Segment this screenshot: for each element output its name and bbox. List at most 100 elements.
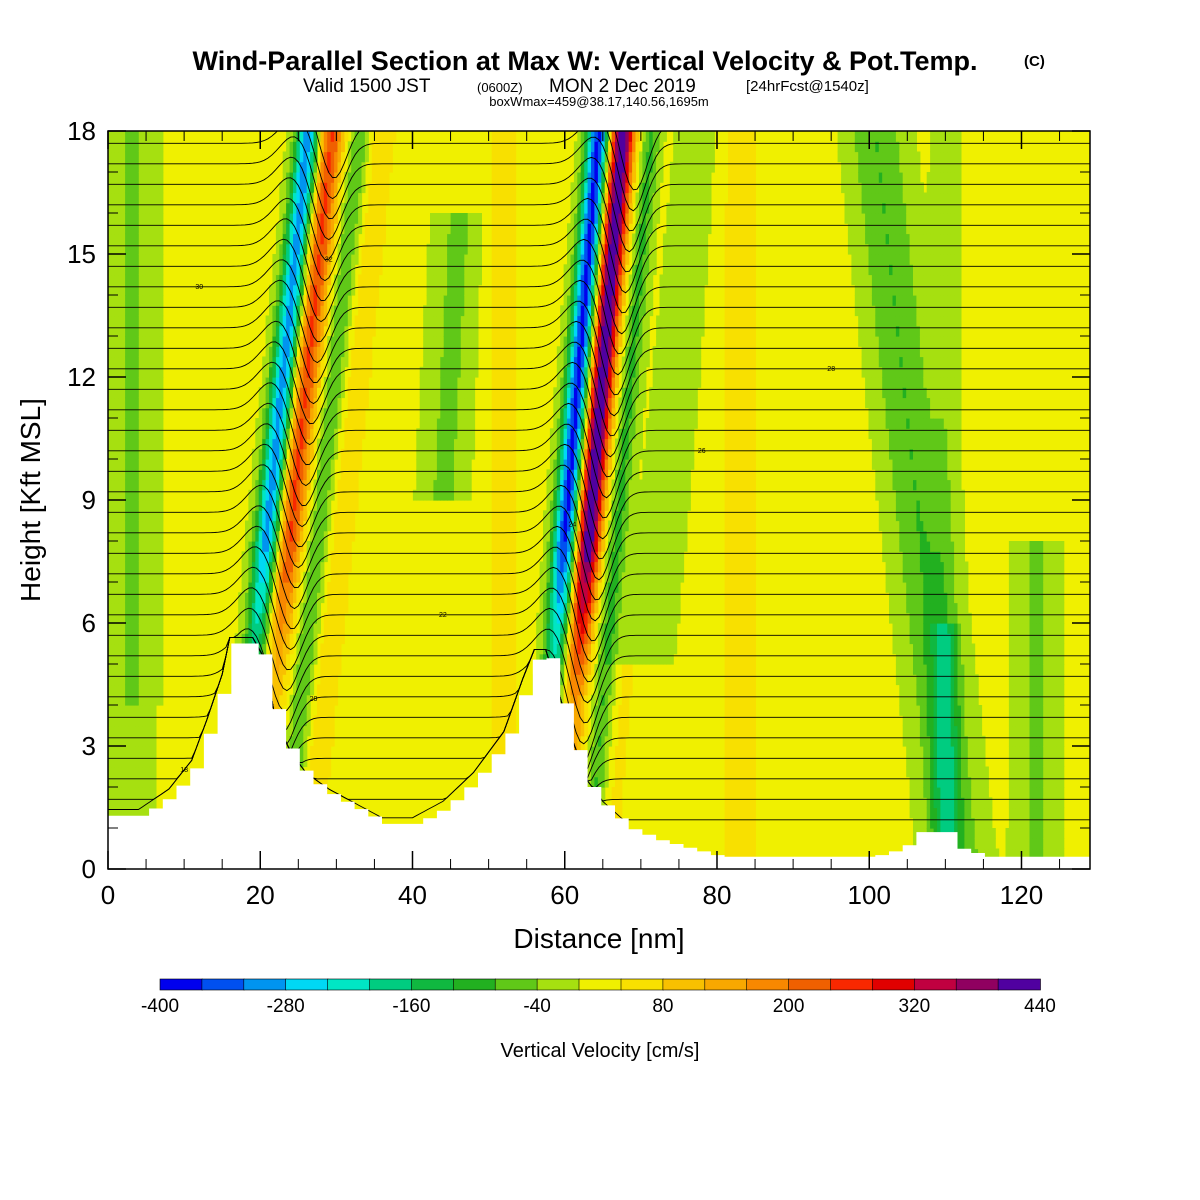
field-cell <box>128 151 133 163</box>
field-cell <box>340 243 345 255</box>
field-cell <box>128 438 133 450</box>
field-cell <box>498 520 503 532</box>
field-cell <box>460 295 465 306</box>
field-cell <box>501 305 506 317</box>
field-cell <box>334 418 339 429</box>
field-cell <box>580 571 585 583</box>
field-cell <box>577 325 582 337</box>
field-cell <box>145 407 150 419</box>
field-cell <box>327 448 332 460</box>
field-cell <box>265 438 270 450</box>
field-cell <box>275 469 280 481</box>
field-cell <box>330 715 335 727</box>
field-cell <box>132 243 136 255</box>
field-cell <box>111 151 116 163</box>
field-cell <box>382 192 386 204</box>
field-cell <box>501 561 506 573</box>
field-cell <box>327 182 332 194</box>
field-cell <box>128 746 133 757</box>
field-cell <box>433 479 438 491</box>
field-cell <box>269 551 273 563</box>
field-cell <box>467 418 472 429</box>
field-cell <box>454 336 458 347</box>
field-cell <box>282 653 287 665</box>
field-cell <box>132 264 136 276</box>
field-cell <box>464 254 469 265</box>
field-cell <box>282 500 287 511</box>
field-cell <box>587 684 592 696</box>
field-cell <box>323 428 328 440</box>
field-cell <box>121 684 126 696</box>
field-cell <box>286 541 291 552</box>
field-cell <box>108 233 112 245</box>
field-cell <box>573 551 578 563</box>
field-cell <box>378 141 383 153</box>
field-cell <box>549 541 554 552</box>
field-cell <box>443 284 448 296</box>
field-cell <box>262 551 267 563</box>
field-cell <box>245 561 249 573</box>
field-cell <box>142 223 147 235</box>
field-cell <box>152 602 157 614</box>
field-cell <box>577 530 582 542</box>
field-cell <box>121 202 126 214</box>
field-cell <box>491 612 496 624</box>
field-cell <box>577 735 582 747</box>
field-cell <box>570 623 575 634</box>
field-cell <box>118 756 123 768</box>
field-cell <box>286 500 291 511</box>
field-cell <box>114 305 119 317</box>
field-cell <box>433 284 438 296</box>
field-cell <box>159 489 164 501</box>
field-cell <box>467 213 472 224</box>
field-cell <box>138 684 143 696</box>
field-cell <box>310 346 315 358</box>
field-cell <box>142 746 147 757</box>
field-cell <box>114 756 119 768</box>
field-cell <box>111 243 116 255</box>
field-cell <box>334 653 339 665</box>
field-cell <box>464 479 469 491</box>
field-cell <box>361 305 366 317</box>
field-cell <box>142 264 147 276</box>
field-cell <box>108 633 112 645</box>
field-cell <box>580 602 585 614</box>
field-cell <box>419 448 424 460</box>
field-cell <box>142 807 147 819</box>
field-cell <box>145 530 150 542</box>
field-cell <box>340 141 345 153</box>
field-cell <box>573 254 578 265</box>
field-cell <box>577 172 582 183</box>
field-cell <box>275 243 280 255</box>
field-cell <box>358 418 363 429</box>
field-cell <box>303 325 308 337</box>
field-cell <box>553 623 558 634</box>
field-cell <box>577 715 582 727</box>
field-cell <box>128 346 133 358</box>
field-cell <box>152 264 157 276</box>
field-cell <box>108 756 112 768</box>
field-cell <box>152 131 157 142</box>
field-cell <box>327 366 332 378</box>
field-cell <box>340 356 345 368</box>
field-cell <box>327 694 332 706</box>
field-cell <box>375 131 380 142</box>
field-cell <box>303 725 308 737</box>
field-cell <box>460 438 465 450</box>
field-cell <box>138 407 143 419</box>
field-cell <box>108 448 112 460</box>
field-cell <box>491 561 496 573</box>
field-cell <box>241 633 246 645</box>
field-cell <box>553 500 558 511</box>
field-cell <box>587 346 592 358</box>
field-cell <box>258 561 263 573</box>
field-cell <box>354 223 359 235</box>
field-cell <box>125 202 130 214</box>
field-cell <box>570 407 575 419</box>
field-cell <box>152 787 157 798</box>
field-cell <box>128 500 133 511</box>
field-cell <box>501 254 506 265</box>
field-cell <box>580 295 585 306</box>
field-cell <box>560 633 565 645</box>
field-cell <box>351 459 356 470</box>
